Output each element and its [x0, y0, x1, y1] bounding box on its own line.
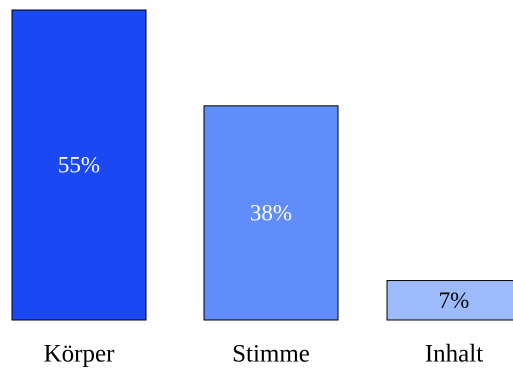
bars-group [11, 9, 513, 321]
bar-1 [203, 105, 339, 321]
category-label-2: Inhalt [425, 341, 483, 368]
category-label-0: Körper [44, 341, 115, 368]
bar-2 [386, 280, 513, 321]
value-labels-group: 55% 38% 7% [58, 153, 469, 313]
value-label-0: 55% [58, 153, 100, 178]
value-label-1: 38% [250, 200, 292, 225]
bar-0 [11, 9, 147, 321]
value-label-2: 7% [439, 288, 470, 313]
category-label-1: Stimme [232, 341, 310, 368]
category-labels-group: Körper Stimme Inhalt [44, 341, 484, 368]
